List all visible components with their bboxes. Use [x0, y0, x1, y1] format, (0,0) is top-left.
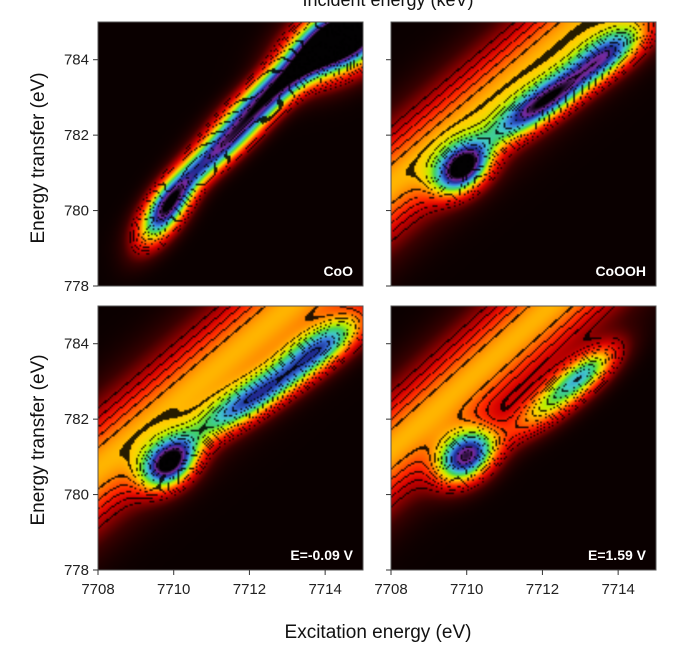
- x-tick-label: 7710: [157, 581, 190, 598]
- panel-label-4: E=1.59 V: [588, 547, 647, 563]
- x-tick-label: 7714: [308, 581, 341, 598]
- heatmap-image-1: [98, 22, 363, 286]
- panel-frame-4: [390, 305, 657, 571]
- panel-frame-1: [97, 21, 364, 287]
- x-tick-label: 7712: [233, 581, 266, 598]
- y-tick-label: 782: [64, 127, 89, 144]
- x-tick-label: 7714: [601, 581, 634, 598]
- panel-frame-3: [97, 305, 364, 571]
- y-tick-label: 780: [64, 487, 89, 504]
- heatmap-image-3: [98, 306, 363, 570]
- y-tick-label: 782: [64, 411, 89, 428]
- heatmap-image-2: [391, 22, 656, 286]
- panel-frame-2: [390, 21, 657, 287]
- x-tick-label: 7710: [450, 581, 483, 598]
- y-tick-label: 784: [64, 52, 89, 69]
- x-tick-label: 7708: [374, 581, 407, 598]
- axes-group: 778 780 782 784 778 780 782 784 7708 7710 7712 7714…: [64, 52, 635, 598]
- y-tick-label: 784: [64, 336, 89, 353]
- panel-label-3: E=-0.09 V: [290, 547, 353, 563]
- y-tick-label: 778: [64, 562, 89, 579]
- x-tick-label: 7712: [526, 581, 559, 598]
- panels-group: CoO CoOOH E=-0.09 V E=1.59 V: [97, 21, 657, 571]
- top-cropped-label: Incident energy (keV): [302, 0, 473, 10]
- heatmap-image-4: [391, 306, 656, 570]
- y-axis-title-top: Energy transfer (eV): [28, 72, 49, 243]
- y-tick-label: 780: [64, 203, 89, 220]
- y-axis-title-bottom: Energy transfer (eV): [28, 354, 49, 525]
- x-tick-label: 7708: [81, 581, 114, 598]
- y-tick-label: 778: [64, 278, 89, 295]
- x-axis-title: Excitation energy (eV): [285, 622, 472, 643]
- panel-label-2: CoOOH: [595, 263, 646, 279]
- panel-label-1: CoO: [323, 263, 353, 279]
